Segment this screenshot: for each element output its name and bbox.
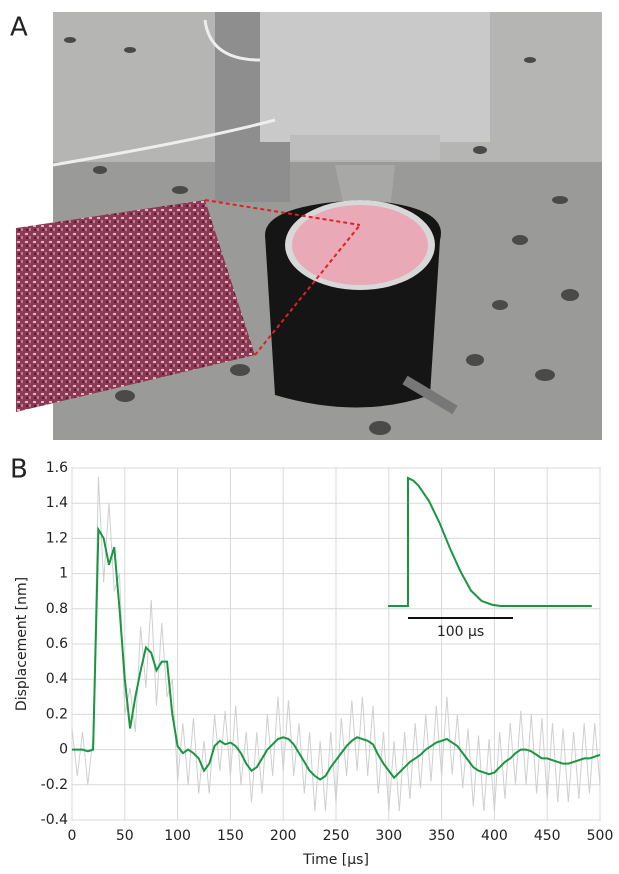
x-tick-label: 100 xyxy=(164,828,191,844)
inset-line xyxy=(388,476,592,607)
data-line xyxy=(72,526,601,781)
y-tick-label: 1 xyxy=(59,566,68,582)
scale-label: 100 μs xyxy=(437,624,484,640)
x-tick-label: 200 xyxy=(270,828,297,844)
x-tick-label: 300 xyxy=(375,828,402,844)
y-tick-label: 1.6 xyxy=(46,460,68,476)
x-axis-title: Time [μs] xyxy=(302,852,369,868)
y-tick-label: 0 xyxy=(59,742,68,758)
photo xyxy=(16,12,602,440)
x-tick-label: 50 xyxy=(116,828,134,844)
x-tick-label: 150 xyxy=(217,828,244,844)
x-tick-label: 250 xyxy=(323,828,350,844)
data-line xyxy=(71,476,601,812)
y-tick-label: 0.2 xyxy=(46,706,68,722)
y-tick-label: 1.4 xyxy=(46,495,68,511)
x-tick-label: 350 xyxy=(428,828,455,844)
y-tick-label: 0.8 xyxy=(46,601,68,617)
y-tick-label: -0.2 xyxy=(41,777,68,793)
panel-label: A xyxy=(10,13,28,43)
x-tick-label: 500 xyxy=(587,828,614,844)
y-tick-label: -0.4 xyxy=(41,812,68,828)
y-tick-label: 0.6 xyxy=(46,636,68,652)
x-tick-label: 400 xyxy=(481,828,508,844)
y-tick-label: 1.2 xyxy=(46,530,68,546)
y-axis-title: Displacement [nm] xyxy=(14,577,30,711)
y-tick-label: 0.4 xyxy=(46,671,68,687)
x-tick-label: 450 xyxy=(534,828,561,844)
panel-label: B xyxy=(10,455,28,485)
x-tick-label: 0 xyxy=(68,828,77,844)
